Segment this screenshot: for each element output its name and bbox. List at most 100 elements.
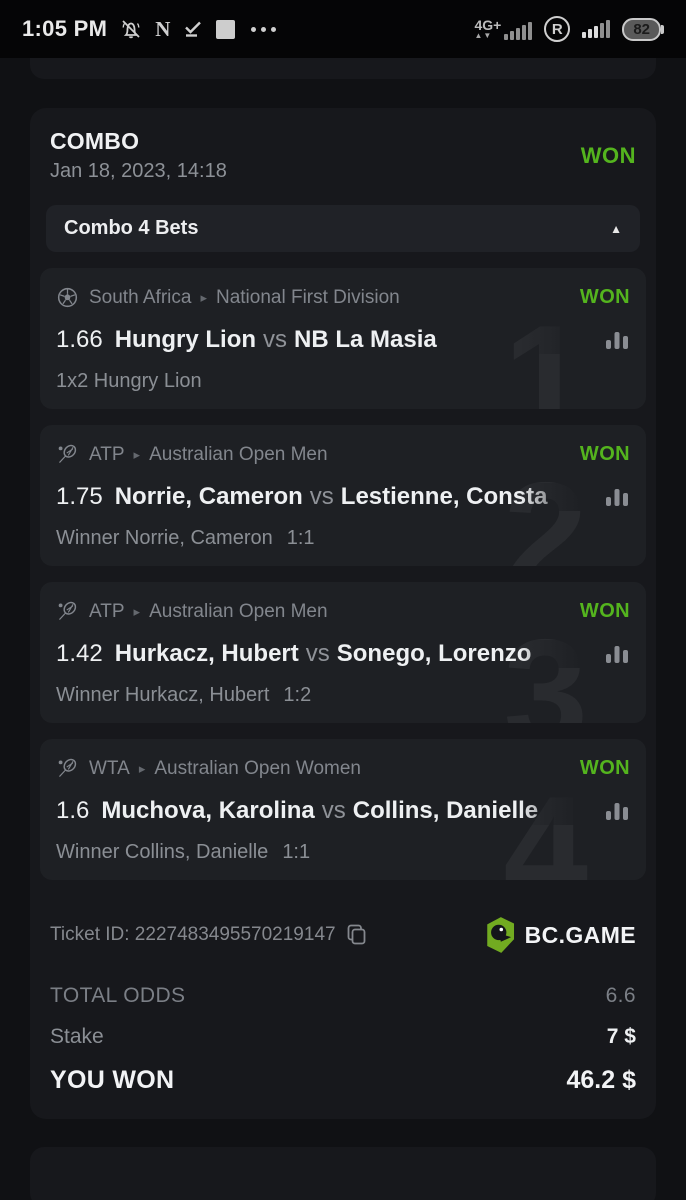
combo-ticket-card: COMBO Jan 18, 2023, 14:18 WON Combo 4 Be… <box>30 108 656 1119</box>
bet-number-watermark: 3 <box>503 608 588 723</box>
ticket-summary: TOTAL ODDS 6.6 Stake 7 $ YOU WON 46.2 $ <box>50 984 636 1095</box>
signal-bars2-icon <box>582 20 611 38</box>
bet-odds: 1.75 <box>56 483 103 510</box>
total-odds-label: TOTAL ODDS <box>50 984 186 1007</box>
bet-tournament: National First Division <box>215 286 400 308</box>
battery-icon: 82 <box>622 17 664 41</box>
status-bar: 1:05 PM N 4G+ ▲ <box>0 0 686 58</box>
roaming-icon: R <box>544 16 571 42</box>
ticket-id-row: Ticket ID: 2227483495570219147 BC.GAME <box>50 916 636 954</box>
bet-odds: 1.6 <box>56 797 90 824</box>
bet-breadcrumb: South Africa ▸ National First Division <box>89 287 400 309</box>
soccer-icon <box>56 286 79 309</box>
total-odds-value: 6.6 <box>605 984 636 1007</box>
bet-tournament: Australian Open Men <box>149 600 328 622</box>
collapse-icon[interactable]: ▲ <box>610 221 622 236</box>
bcgame-logo-icon <box>483 916 517 954</box>
bet-number-watermark: 2 <box>503 451 588 566</box>
overflow-dots-icon <box>251 26 277 32</box>
ticket-header: COMBO Jan 18, 2023, 14:18 WON <box>40 128 646 183</box>
bet-status-badge: WON <box>579 443 630 465</box>
bet-status-badge: WON <box>579 757 630 779</box>
combo-bets-toggle[interactable]: Combo 4 Bets ▲ <box>46 205 640 252</box>
away-team: Collins, Danielle <box>352 797 539 824</box>
home-team: Hungry Lion <box>114 326 257 353</box>
bet-match-line: 1.42 Hurkacz, Hubert vs Sonego, Lorenzo <box>56 640 592 668</box>
next-ticket-card-partial <box>30 1147 656 1200</box>
bet-breadcrumb: WTA ▸ Australian Open Women <box>89 758 361 780</box>
stats-icon[interactable] <box>604 329 630 351</box>
bet-card[interactable]: ATP ▸ Australian Open Men WON 1.42 Hurkac… <box>40 582 646 723</box>
bet-score: 1:1 <box>286 527 315 549</box>
bet-card[interactable]: WTA ▸ Australian Open Women WON 1.6 Mucho… <box>40 739 646 880</box>
copy-icon[interactable] <box>346 923 368 947</box>
ticket-status-badge: WON <box>580 142 636 168</box>
bet-category: ATP <box>89 443 125 465</box>
bet-odds: 1.66 <box>56 326 103 353</box>
data-arrows-icon: ▲▼ <box>474 31 493 40</box>
stats-icon[interactable] <box>604 486 630 508</box>
square-icon <box>216 19 236 39</box>
tennis-icon <box>56 443 79 466</box>
vs-label: vs <box>321 797 346 824</box>
bet-number-watermark: 1 <box>503 294 588 409</box>
breadcrumb-separator-icon: ▸ <box>133 446 141 462</box>
bet-selection: 1x2 Hungry Lion <box>56 370 202 392</box>
away-team: NB La Masia <box>294 326 437 353</box>
you-won-label: YOU WON <box>50 1066 175 1094</box>
bet-number-watermark: 4 <box>503 765 588 880</box>
bet-breadcrumb: ATP ▸ Australian Open Men <box>89 601 328 623</box>
ticket-id: Ticket ID: 2227483495570219147 <box>50 924 336 945</box>
check-underline-icon <box>182 18 204 40</box>
bet-score: 1:2 <box>283 684 312 706</box>
signal-bars-icon: 4G+ ▲▼ <box>474 17 533 40</box>
home-team: Muchova, Karolina <box>101 797 315 824</box>
bet-card[interactable]: ATP ▸ Australian Open Men WON 1.75 Norrie… <box>40 425 646 566</box>
breadcrumb-separator-icon: ▸ <box>200 289 207 305</box>
bet-odds: 1.42 <box>56 640 103 667</box>
bet-status-badge: WON <box>579 600 630 622</box>
bet-breadcrumb: ATP ▸ Australian Open Men <box>89 444 328 466</box>
bet-match-line: 1.75 Norrie, Cameron vs Lestienne, Consta <box>56 483 592 511</box>
bet-match-line: 1.6 Muchova, Karolina vs Collins, Danielle <box>56 797 592 825</box>
away-team: Lestienne, Consta <box>340 483 548 510</box>
battery-level: 82 <box>622 17 661 41</box>
tennis-icon <box>56 600 79 623</box>
vs-label: vs <box>263 326 288 353</box>
breadcrumb-separator-icon: ▸ <box>138 760 146 776</box>
ticket-datetime: Jan 18, 2023, 14:18 <box>50 160 227 182</box>
bet-category: ATP <box>89 600 125 622</box>
home-team: Hurkacz, Hubert <box>114 640 299 667</box>
vs-label: vs <box>309 483 334 510</box>
bet-category: WTA <box>89 757 130 779</box>
you-won-value: 46.2 $ <box>566 1066 636 1094</box>
stake-label: Stake <box>50 1025 104 1048</box>
vs-label: vs <box>305 640 330 667</box>
tennis-icon <box>56 757 79 780</box>
stats-icon[interactable] <box>604 800 630 822</box>
bell-muted-icon <box>119 17 143 41</box>
bet-score: 1:1 <box>282 841 311 863</box>
bet-tournament: Australian Open Men <box>149 443 328 465</box>
bet-selection: Winner Norrie, Cameron 1:1 <box>56 527 315 549</box>
bet-match-line: 1.66 Hungry Lion vs NB La Masia <box>56 326 592 354</box>
stake-value: 7 $ <box>606 1025 636 1048</box>
bet-card[interactable]: South Africa ▸ National First Division W… <box>40 268 646 409</box>
bet-status-badge: WON <box>579 286 630 308</box>
combo-bets-label: Combo 4 Bets <box>64 217 199 239</box>
home-team: Norrie, Cameron <box>114 483 303 510</box>
stats-icon[interactable] <box>604 643 630 665</box>
brand-logo: BC.GAME <box>483 916 636 954</box>
previous-ticket-card-partial <box>30 58 656 79</box>
away-team: Sonego, Lorenzo <box>336 640 532 667</box>
bet-selection: Winner Collins, Danielle 1:1 <box>56 841 311 863</box>
network-type: 4G+ <box>474 17 502 33</box>
breadcrumb-separator-icon: ▸ <box>133 603 141 619</box>
ticket-type: COMBO <box>50 128 140 154</box>
brand-name: BC.GAME <box>524 921 636 948</box>
bet-category: South Africa <box>89 286 192 308</box>
clock: 1:05 PM <box>22 16 108 41</box>
bet-tournament: Australian Open Women <box>154 757 361 779</box>
n-badge-icon: N <box>155 16 171 41</box>
